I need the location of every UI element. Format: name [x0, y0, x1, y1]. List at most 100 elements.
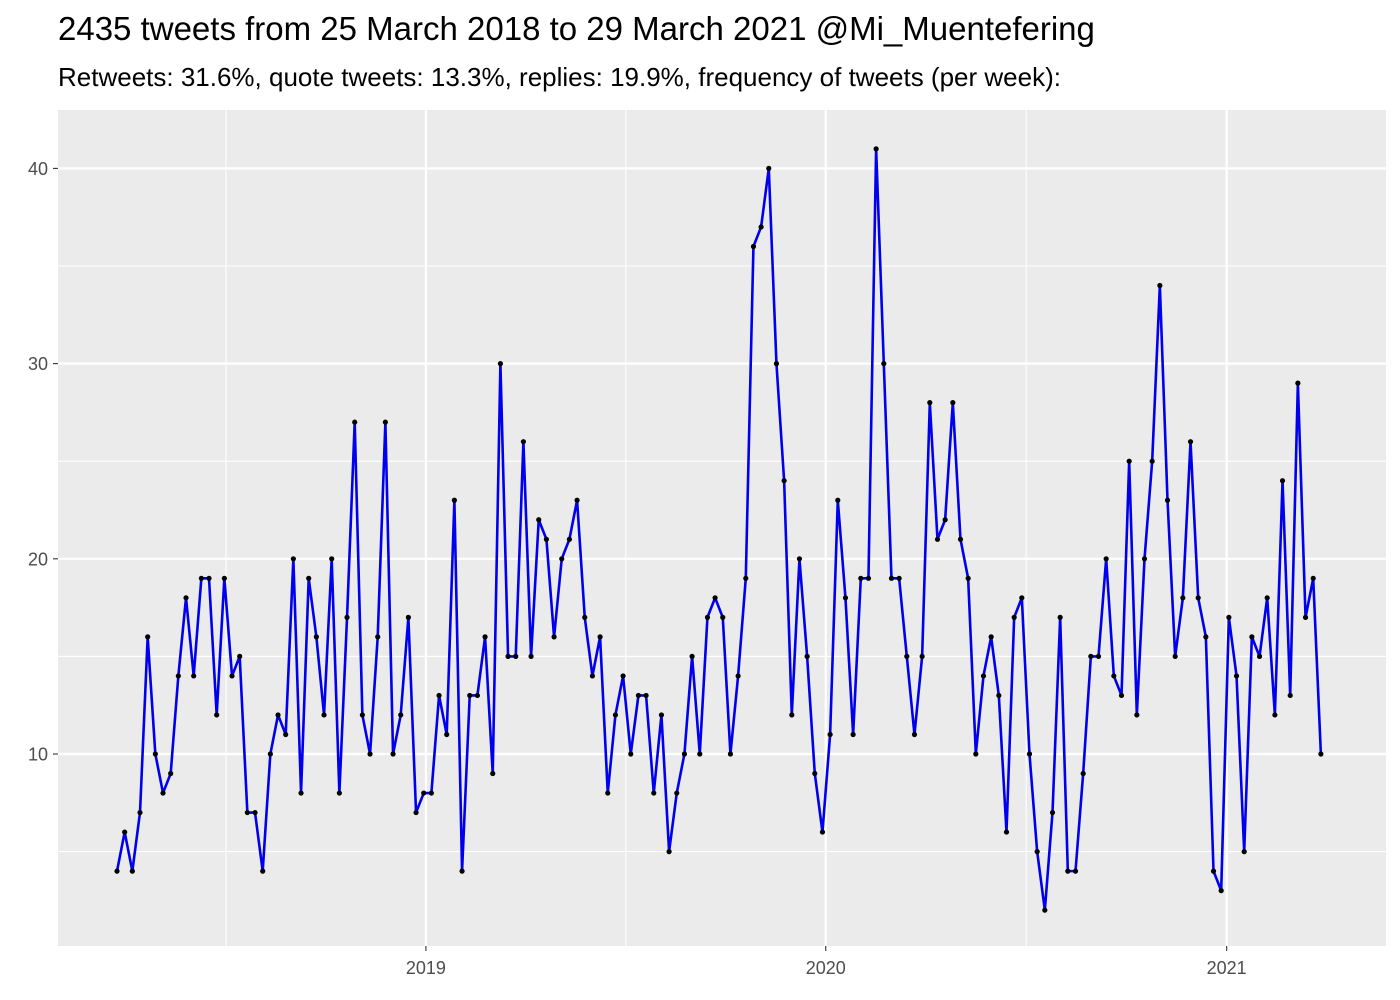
axis-ticks: [53, 167, 1228, 951]
data-point: [129, 868, 135, 874]
data-point: [804, 653, 810, 660]
data-point: [520, 439, 527, 445]
data-point: [1302, 614, 1309, 620]
data-point: [1118, 692, 1125, 699]
data-point: [1095, 653, 1102, 660]
data-point: [298, 790, 304, 796]
data-point: [942, 517, 948, 523]
data-point: [712, 595, 718, 601]
data-point: [597, 634, 603, 640]
data-point: [145, 634, 151, 640]
data-point: [919, 653, 925, 660]
data-point: [244, 809, 250, 816]
data-point: [697, 751, 703, 757]
data-point: [168, 770, 174, 777]
data-point: [980, 673, 987, 679]
data-point: [382, 419, 388, 425]
data-point: [781, 478, 787, 484]
y-tick-label: 20: [28, 549, 48, 569]
data-point: [1195, 595, 1201, 601]
data-point: [858, 575, 864, 581]
data-point: [1011, 614, 1017, 620]
data-point: [1019, 595, 1025, 601]
data-point: [451, 497, 457, 503]
data-point: [1287, 692, 1293, 699]
data-point: [497, 361, 503, 367]
data-point: [1164, 497, 1171, 503]
data-point: [359, 712, 365, 718]
data-point: [551, 634, 557, 640]
data-point: [1149, 458, 1155, 464]
data-point: [152, 751, 158, 757]
data-point: [1256, 653, 1263, 660]
data-point: [827, 731, 833, 738]
data-point: [605, 790, 611, 796]
data-point: [1065, 868, 1071, 874]
chart-title: 2435 tweets from 25 March 2018 to 29 Mar…: [58, 10, 1095, 47]
data-point: [375, 634, 381, 640]
data-point: [421, 790, 427, 796]
data-point: [467, 692, 473, 699]
data-point: [651, 790, 657, 796]
data-point: [275, 712, 281, 718]
data-point: [536, 517, 542, 523]
data-point: [1141, 556, 1148, 562]
data-point: [589, 673, 596, 679]
data-point: [681, 751, 688, 757]
data-point: [206, 575, 212, 581]
y-tick-label: 30: [28, 354, 48, 374]
data-point: [835, 497, 841, 503]
data-point: [1103, 556, 1109, 562]
data-point: [727, 751, 734, 757]
data-point: [911, 731, 918, 738]
data-point: [352, 419, 358, 425]
data-point: [229, 673, 235, 679]
data-point: [996, 692, 1002, 699]
data-point: [1226, 614, 1232, 620]
data-point: [237, 653, 243, 660]
data-point: [666, 849, 672, 855]
tweet-series: [114, 146, 1324, 913]
x-tick-label: 2020: [806, 958, 846, 978]
data-point: [1279, 478, 1286, 484]
data-point: [574, 497, 580, 503]
data-point: [1057, 614, 1063, 620]
data-point: [482, 634, 488, 640]
data-point: [413, 809, 419, 816]
data-point: [1241, 849, 1247, 855]
data-point: [888, 575, 895, 581]
series-line: [115, 147, 1323, 912]
data-point: [934, 536, 941, 542]
data-point: [175, 673, 181, 679]
data-point: [191, 673, 197, 679]
data-point: [1318, 751, 1324, 757]
data-point: [842, 595, 849, 601]
data-point: [313, 634, 319, 640]
y-tick-label: 40: [28, 159, 48, 179]
data-point: [367, 751, 373, 757]
data-point: [114, 868, 120, 874]
data-point: [513, 653, 519, 660]
data-point: [689, 653, 695, 660]
data-point: [735, 673, 741, 679]
data-point: [566, 536, 573, 542]
data-point: [789, 712, 795, 718]
data-point: [1080, 770, 1086, 777]
data-point: [896, 575, 902, 581]
x-tick-label: 2019: [406, 958, 446, 978]
data-point: [405, 614, 411, 620]
data-point: [1233, 673, 1240, 679]
data-point: [122, 829, 128, 835]
data-point: [283, 731, 289, 738]
minor-gridlines: [58, 110, 1386, 946]
data-point: [704, 614, 711, 620]
data-point: [1003, 829, 1010, 835]
data-point: [444, 731, 450, 738]
data-point: [559, 556, 565, 562]
data-point: [1157, 282, 1163, 289]
data-point: [881, 361, 887, 367]
data-point: [1249, 634, 1255, 640]
data-point: [1049, 809, 1056, 816]
data-point: [612, 712, 619, 718]
